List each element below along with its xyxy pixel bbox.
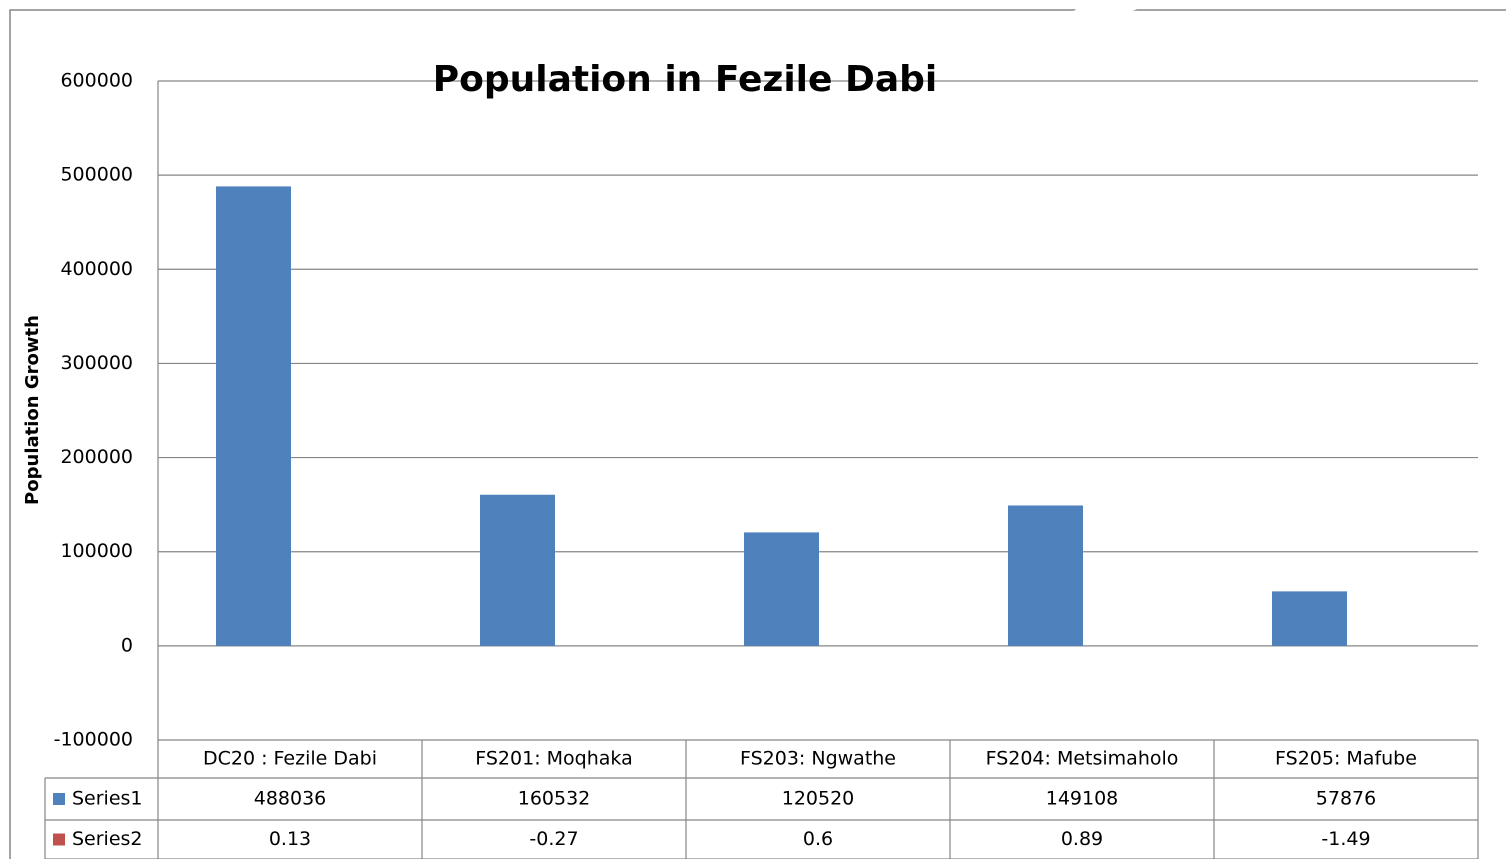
y-tick-label: 100000 bbox=[60, 540, 133, 562]
y-tick-label: 500000 bbox=[60, 164, 133, 186]
chart-title: Population in Fezile Dabi bbox=[433, 59, 938, 100]
table-value: 57876 bbox=[1316, 788, 1376, 810]
y-tick-label: 200000 bbox=[60, 446, 133, 468]
x-tick-label: FS201: Moqhaka bbox=[475, 748, 632, 770]
table-value: 0.13 bbox=[269, 828, 311, 850]
legend-label: Series1 bbox=[72, 788, 143, 810]
x-tick-label: FS204: Metsimaholo bbox=[986, 748, 1179, 770]
x-tick-label: DC20 : Fezile Dabi bbox=[203, 748, 377, 770]
table-value: -0.27 bbox=[529, 828, 578, 850]
y-axis-label: Population Growth bbox=[22, 315, 43, 505]
table-value: 0.6 bbox=[803, 828, 833, 850]
bar bbox=[1272, 591, 1347, 645]
legend-label: Series2 bbox=[72, 828, 143, 850]
y-tick-label: 600000 bbox=[60, 70, 133, 92]
y-tick-label: 0 bbox=[121, 634, 133, 656]
bar bbox=[1008, 505, 1083, 645]
y-tick-label: 300000 bbox=[60, 352, 133, 374]
bar bbox=[744, 532, 819, 645]
table-value: -1.49 bbox=[1321, 828, 1370, 850]
x-tick-label: FS205: Mafube bbox=[1275, 748, 1417, 770]
bar bbox=[216, 186, 291, 645]
table-value: 149108 bbox=[1046, 788, 1119, 810]
table-value: 0.89 bbox=[1061, 828, 1103, 850]
table-value: 120520 bbox=[782, 788, 855, 810]
legend-key bbox=[53, 793, 65, 805]
table-value: 488036 bbox=[254, 788, 327, 810]
y-tick-label: -100000 bbox=[54, 729, 133, 751]
table-value: 160532 bbox=[518, 788, 591, 810]
legend-key bbox=[53, 834, 65, 846]
bar bbox=[480, 495, 555, 646]
y-tick-label: 400000 bbox=[60, 258, 133, 280]
x-tick-label: FS203: Ngwathe bbox=[740, 748, 896, 770]
